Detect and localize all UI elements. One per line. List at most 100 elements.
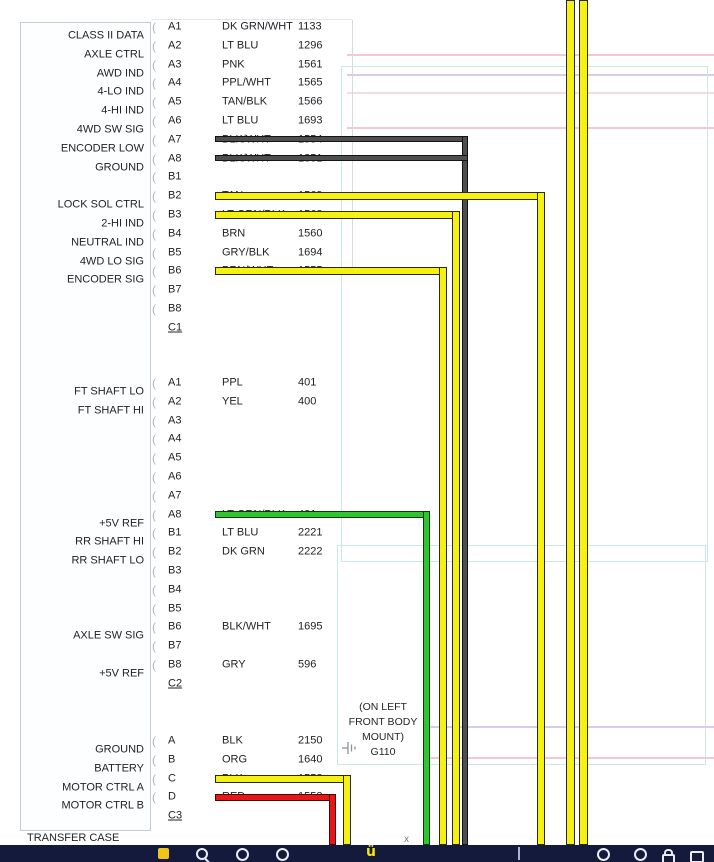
wire-1555-horizontal[interactable] [215, 267, 447, 275]
pin-bracket-icon: ( [152, 208, 156, 222]
signal-label: LOCK SOL CTRL [57, 198, 144, 211]
wire-1563-horizontal[interactable] [215, 211, 460, 219]
pin-bracket-icon: ( [152, 752, 156, 767]
wire-1555-vertical[interactable] [439, 267, 447, 845]
pin-bracket-icon: ( [152, 38, 156, 53]
text-marker-icon[interactable]: ü [366, 845, 376, 860]
history-icon[interactable] [597, 848, 610, 861]
signal-label: BATTERY [94, 762, 144, 775]
ground-note-line: (ON LEFT [359, 701, 407, 713]
pin-id: A2 [168, 395, 182, 408]
circuit-number[interactable]: 1693 [298, 114, 323, 127]
window-icon[interactable] [690, 851, 704, 862]
connector-outline [152, 19, 352, 20]
background-component-outline [337, 545, 706, 765]
circuit-number[interactable]: 596 [298, 658, 317, 671]
circuit-number[interactable]: 1561 [298, 58, 323, 71]
ground-symbol-icon [342, 742, 356, 754]
pin-bracket-icon: ( [152, 639, 156, 654]
background-wire [347, 127, 714, 129]
connector-name[interactable]: C3 [168, 809, 183, 822]
pin-bracket-icon: ( [152, 545, 156, 560]
pin-bracket-icon: ( [152, 564, 156, 578]
wire-color-label: GRY [222, 658, 246, 671]
wire-1569-horizontal[interactable] [215, 192, 545, 200]
pin-bracket-icon: ( [152, 658, 156, 672]
connector-name[interactable]: C1 [168, 321, 183, 334]
circuit-number[interactable]: 401 [298, 376, 317, 389]
help-icon[interactable] [236, 848, 249, 861]
signal-label: RR SHAFT LO [71, 554, 144, 567]
pin-bracket-icon: ( [152, 734, 156, 748]
lock-icon[interactable] [662, 849, 675, 862]
signal-label: RR SHAFT HI [75, 535, 144, 548]
pin-bracket-icon: ( [152, 488, 156, 503]
toolbar-divider [518, 847, 520, 860]
copy-icon[interactable] [158, 848, 169, 859]
wire-1554-vertical[interactable] [462, 136, 468, 845]
circuit-number[interactable]: 1640 [298, 753, 323, 766]
pin-id: A7 [168, 489, 182, 502]
pin-bracket-icon: ( [152, 302, 156, 316]
background-wire [347, 92, 714, 94]
wire-highlight-vertical-1[interactable] [566, 0, 575, 845]
circuit-number[interactable]: 1694 [298, 246, 323, 259]
connector-name[interactable]: C2 [168, 677, 183, 690]
ground-note: (ON LEFT FRONT BODY MOUNT) G110 [338, 700, 428, 760]
pin-id: A8 [168, 152, 182, 165]
signal-label: 4-HI IND [101, 104, 144, 117]
wire-color-label: PPL/WHT [222, 76, 271, 89]
pin-bracket-icon: ( [152, 394, 156, 409]
pin-id: A7 [168, 133, 182, 146]
signal-label: +5V REF [99, 517, 144, 530]
wire-1851-horizontal[interactable] [215, 155, 468, 161]
pin-id: B4 [168, 227, 182, 240]
wire-431-vertical[interactable] [423, 511, 430, 845]
wire-1553-horizontal[interactable] [215, 794, 336, 801]
circuit-number[interactable]: 2222 [298, 545, 323, 558]
wire-1569-vertical[interactable] [537, 192, 545, 845]
signal-label: FT SHAFT HI [77, 404, 144, 417]
circuit-number[interactable]: 1566 [298, 95, 323, 108]
ground-note-line: FRONT BODY [348, 716, 418, 728]
wire-color-label: DK GRN [222, 545, 265, 558]
pin-id: A1 [168, 376, 182, 389]
wire-1563-vertical[interactable] [452, 211, 460, 845]
signal-label: MOTOR CTRL A [62, 781, 144, 794]
pin-bracket-icon: ( [152, 132, 156, 147]
signal-label: AWD IND [96, 67, 144, 80]
circuit-number[interactable]: 1133 [298, 20, 322, 33]
wire-1553-vertical[interactable] [329, 794, 336, 845]
circuit-number[interactable]: 1296 [298, 39, 323, 52]
wire-1552-vertical[interactable] [343, 775, 351, 845]
pin-bracket-icon: ( [152, 170, 156, 185]
wire-1554-horizontal[interactable] [215, 136, 468, 142]
circuit-number[interactable]: 1695 [298, 620, 323, 633]
circuit-number[interactable]: 1565 [298, 76, 323, 89]
pin-bracket-icon: ( [152, 470, 156, 484]
wire-1552-horizontal[interactable] [215, 775, 351, 783]
circuit-number[interactable]: 2150 [298, 734, 323, 747]
circuit-number[interactable]: 400 [298, 395, 317, 408]
wire-highlight-vertical-2[interactable] [579, 0, 588, 845]
pin-id: C [168, 772, 176, 785]
x-marker: x [404, 834, 409, 845]
zoom-icon[interactable] [634, 848, 647, 861]
pin-bracket-icon: ( [152, 771, 156, 786]
circuit-number[interactable]: 2221 [298, 526, 323, 539]
info-icon[interactable] [276, 848, 289, 861]
signal-label: +5V REF [99, 667, 144, 680]
pin-id: A2 [168, 39, 182, 52]
wire-color-label: BLK [222, 734, 243, 747]
pin-id: A8 [168, 508, 182, 521]
signal-label: AXLE CTRL [84, 48, 144, 61]
wire-431-horizontal[interactable] [215, 511, 430, 518]
search-icon[interactable] [196, 848, 208, 860]
pin-id: B2 [168, 545, 182, 558]
pin-id: B2 [168, 189, 182, 202]
wire-color-label: PPL [222, 376, 243, 389]
device-label: TRANSFER CASE [27, 832, 120, 844]
wire-color-label: LT BLU [222, 114, 259, 127]
circuit-number[interactable]: 1560 [298, 227, 323, 240]
pin-id: A6 [168, 114, 182, 127]
